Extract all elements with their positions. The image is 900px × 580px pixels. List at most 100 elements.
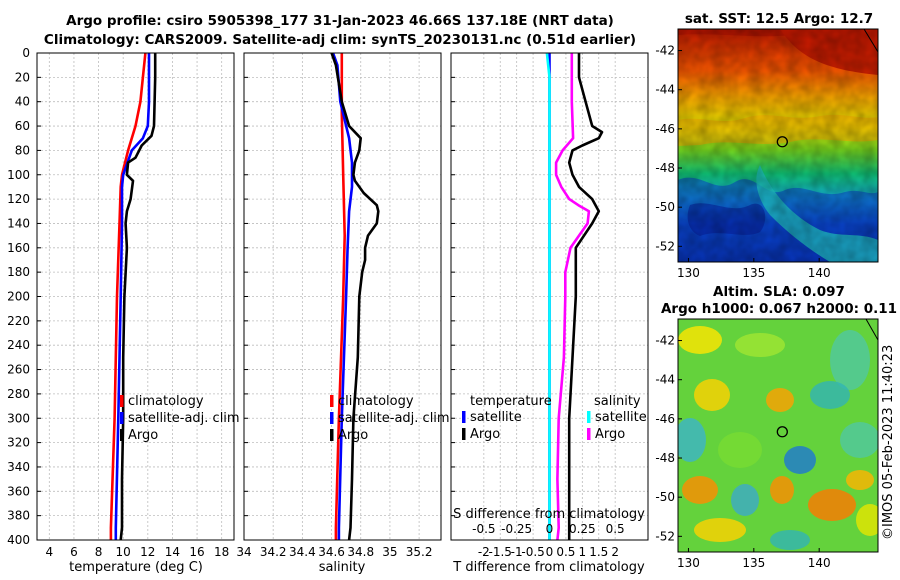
sla-blob — [770, 476, 794, 504]
temperature-x-ticks: 4 6 8 10 12 14 16 18 — [45, 545, 229, 559]
sla-map-panel: Altim. SLA: 0.097 Argo h1000: 0.067 h200… — [655, 284, 897, 570]
sla-blob — [718, 432, 762, 468]
x-tick-label: 16 — [189, 545, 204, 559]
legend-swatch-s-satellite — [587, 411, 591, 423]
sla-map-frame — [677, 318, 879, 553]
map-y-tick-label: -46 — [655, 412, 675, 426]
sst-map-ticks: 130 135 140 -42 -44 -46 -48 -50 -52 — [655, 44, 830, 280]
x-tick-label: 34.8 — [347, 545, 374, 559]
s-x-tick-label: 0.5 — [606, 522, 625, 536]
s-difference-label: S difference from climatology — [453, 507, 645, 522]
s-x-tick-label: -0.25 — [501, 522, 532, 536]
map-y-tick-label: -48 — [655, 451, 675, 465]
argo-position-marker — [776, 136, 788, 148]
depth-tick-label: 320 — [7, 436, 30, 450]
legend-label-satellite-clim: satellite-adj. clim — [338, 411, 450, 426]
legend-label-t-argo: Argo — [470, 427, 500, 442]
sla-blob — [840, 422, 878, 458]
sst-texture — [678, 29, 878, 262]
series-line-argo — [330, 53, 380, 540]
salinity-grid — [243, 52, 441, 541]
s-x-tick-label: 0 — [546, 522, 554, 536]
series-line-s-argo — [554, 53, 591, 540]
sla-map-title-line-1: Altim. SLA: 0.097 — [713, 284, 845, 300]
s-x-tick-label: 0.25 — [569, 522, 596, 536]
legend-title-salinity: salinity — [594, 394, 641, 409]
map-x-tick-label: 130 — [677, 266, 700, 280]
depth-tick-label: 280 — [7, 387, 30, 401]
imos-credit: ©IMOS 05-Feb-2023 11:40:23 — [881, 345, 896, 540]
x-tick-label: 34.4 — [289, 545, 316, 559]
sla-map-title-line-2: Argo h1000: 0.067 h2000: 0.11 — [661, 301, 897, 317]
difference-panel: -2-1.5-1-0.5 0 0.5 1 1.5 2 -0.5 -0.25 0 0.25 0.5 … — [450, 52, 649, 575]
depth-tick-label: 400 — [7, 533, 30, 547]
sla-blob — [735, 333, 785, 357]
depth-tick-label: 100 — [7, 168, 30, 182]
x-tick-label: -1 — [511, 545, 523, 559]
legend-swatch-argo — [120, 429, 124, 441]
sla-blob — [766, 388, 794, 412]
sst-map-panel: sat. SST: 12.5 Argo: 12.7 130 135 140 -42 -4… — [655, 11, 879, 280]
map-y-tick-label: -50 — [655, 200, 675, 214]
map-x-tick-label: 140 — [808, 556, 831, 570]
map-y-tick-label: -48 — [655, 161, 675, 175]
legend-swatch-t-argo — [462, 428, 466, 440]
x-tick-label: 4 — [45, 545, 53, 559]
salinity-x-ticks: 34 34.2 34.4 34.6 34.8 35 35.2 — [236, 545, 432, 559]
sla-map-ticks: 130 135 140 -42 -44 -46 -48 -50 -52 — [655, 334, 830, 570]
x-tick-label: 18 — [214, 545, 229, 559]
depth-tick-label: 240 — [7, 338, 30, 352]
x-tick-label: 8 — [95, 545, 103, 559]
sla-map-image — [678, 319, 878, 552]
sla-blob — [682, 476, 718, 504]
sla-blob — [694, 518, 746, 542]
legend-label-climatology: climatology — [338, 394, 414, 409]
legend-label-climatology: climatology — [128, 394, 204, 409]
sla-blob — [830, 330, 870, 390]
x-tick-label: 12 — [140, 545, 155, 559]
salinity-lines — [330, 53, 380, 540]
map-x-tick-label: 135 — [742, 266, 765, 280]
x-tick-label: 34 — [236, 545, 251, 559]
map-y-tick-label: -42 — [655, 44, 675, 58]
temperature-axes-frame — [36, 52, 235, 541]
sst-map-image — [678, 29, 878, 262]
t-difference-x-ticks: -2-1.5-1-0.5 0 0.5 1 1.5 2 — [478, 545, 619, 559]
series-line-satellite-adj-clim — [114, 53, 151, 540]
legend-label-argo: Argo — [128, 428, 158, 443]
sla-blob — [770, 530, 810, 550]
map-y-tick-label: -44 — [655, 83, 675, 97]
legend-label-argo: Argo — [338, 428, 368, 443]
sla-blob — [731, 484, 759, 516]
sla-anomaly-blobs — [678, 326, 878, 550]
t-difference-x-label: T difference from climatology — [452, 560, 645, 575]
x-tick-label: 10 — [116, 545, 131, 559]
salinity-x-label: salinity — [319, 560, 366, 575]
depth-tick-label: 20 — [15, 70, 30, 84]
difference-axes-frame — [450, 52, 649, 541]
legend-swatch-climatology — [120, 395, 124, 407]
sst-coastline — [863, 29, 878, 53]
map-y-tick-label: -50 — [655, 490, 675, 504]
x-tick-label: 35 — [382, 545, 397, 559]
sla-blob — [678, 418, 706, 462]
legend-label-satellite-clim: satellite-adj. clim — [128, 411, 240, 426]
sla-blob — [846, 470, 874, 490]
map-x-tick-label: 135 — [742, 556, 765, 570]
x-tick-label: 0 — [546, 545, 554, 559]
main-title-line-2: Climatology: CARS2009. Satellite-adj cli… — [44, 32, 636, 48]
legend-swatch-climatology — [330, 395, 334, 407]
salinity-legend: climatology satellite-adj. clim Argo — [330, 394, 450, 443]
sla-blob — [784, 446, 816, 474]
temperature-x-label: temperature (deg C) — [69, 560, 203, 575]
depth-tick-label: 380 — [7, 509, 30, 523]
x-tick-label: 34.2 — [260, 545, 287, 559]
salinity-axes-frame — [243, 52, 442, 541]
x-tick-label: 0.5 — [556, 545, 575, 559]
depth-tick-label: 160 — [7, 241, 30, 255]
depth-tick-label: 180 — [7, 265, 30, 279]
map-y-tick-label: -46 — [655, 122, 675, 136]
depth-axis: 0 20 40 60 80 100 120 140 160 180 200 220 240 260 280 3… — [7, 46, 30, 547]
x-tick-label: 34.6 — [318, 545, 345, 559]
temperature-panel: 4 6 8 10 12 14 16 18 temperature (deg C) climat… — [36, 52, 240, 575]
